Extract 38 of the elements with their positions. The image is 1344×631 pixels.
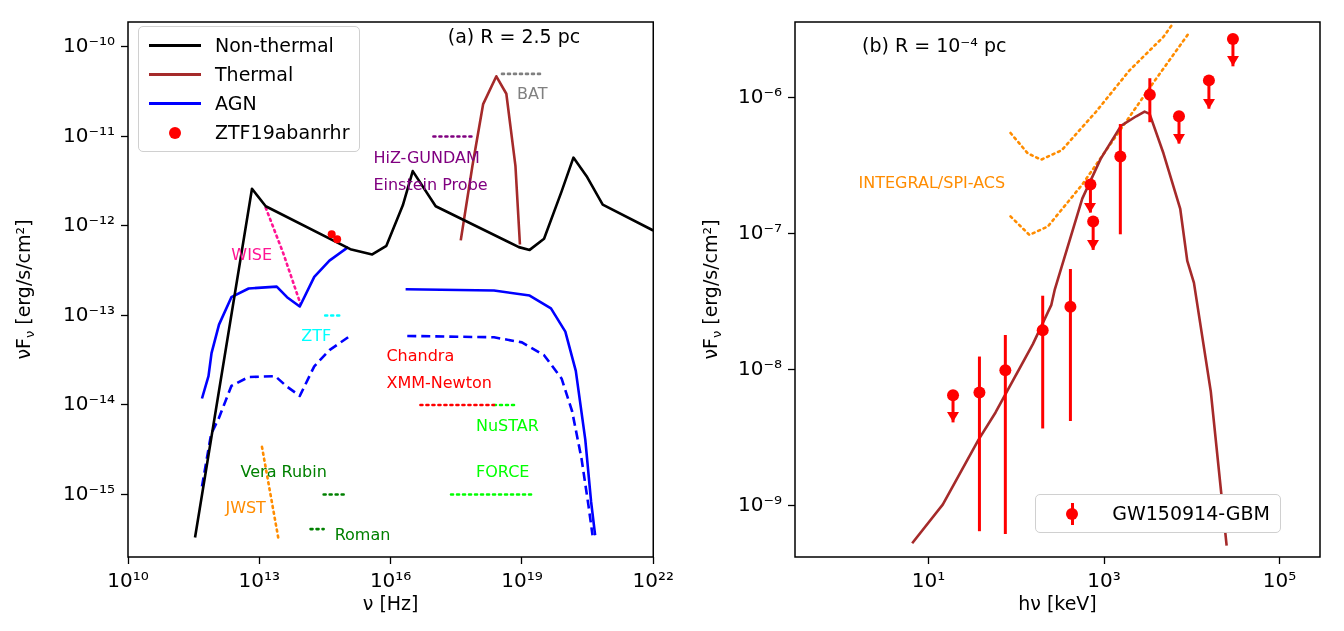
series-label: INTEGRAL/SPI-ACS [858,173,1006,193]
x-axis-title: hν [keV] [1018,591,1097,614]
y-axis-title: νFν [erg/s/cm²] [698,219,725,360]
series-label: NuSTAR [476,416,539,436]
legend-label: ZTF19abanrhr [215,120,350,145]
series-label: Roman [334,525,391,545]
y-tick-label: 10⁻⁶ [737,83,782,108]
y-tick-label: 10⁻⁷ [737,219,782,244]
y-tick-label: 10⁻¹³ [62,301,115,326]
y-axis-title: νFν [erg/s/cm²] [11,219,38,360]
series-label: Vera Rubin [240,461,327,481]
series-label: BAT [516,84,548,104]
x-axis-title: ν [Hz] [362,591,419,614]
series-label: Chandra XMM-Newton [386,346,492,393]
y-tick-label: 10⁻¹⁴ [62,391,115,416]
x-tick-label: 10¹³ [238,568,281,593]
y-tick-label: 10⁻¹² [62,212,115,237]
series-label: JWST [224,498,267,518]
x-tick-label: 10²² [632,568,674,593]
y-tick-label: 10⁻⁸ [737,355,782,380]
y-tick-label: 10⁻⁹ [737,491,782,516]
legend-label: Thermal [215,62,294,87]
series-label: FORCE [476,461,530,481]
x-tick-label: 10³ [1087,568,1121,593]
x-tick-label: 10⁵ [1262,568,1297,593]
x-tick-label: 10¹⁰ [107,568,149,593]
legend-label: AGN [215,91,257,116]
y-tick-label: 10⁻¹⁵ [62,480,115,505]
y-tick-label: 10⁻¹⁰ [62,33,115,58]
x-tick-label: 10¹⁶ [369,568,412,593]
text: (b) R = 10⁻⁴ pc [862,33,1007,56]
x-tick-label: 10¹⁹ [501,568,543,593]
legend-label: GW150914-GBM [1112,501,1270,526]
x-tick-label: 10¹ [911,568,946,593]
y-tick-label: 10⁻¹¹ [62,122,115,147]
chart-title: (a) R = 2.5 pc [447,24,581,47]
series-label: ZTF [301,325,332,345]
legend-label: Non-thermal [215,33,334,58]
